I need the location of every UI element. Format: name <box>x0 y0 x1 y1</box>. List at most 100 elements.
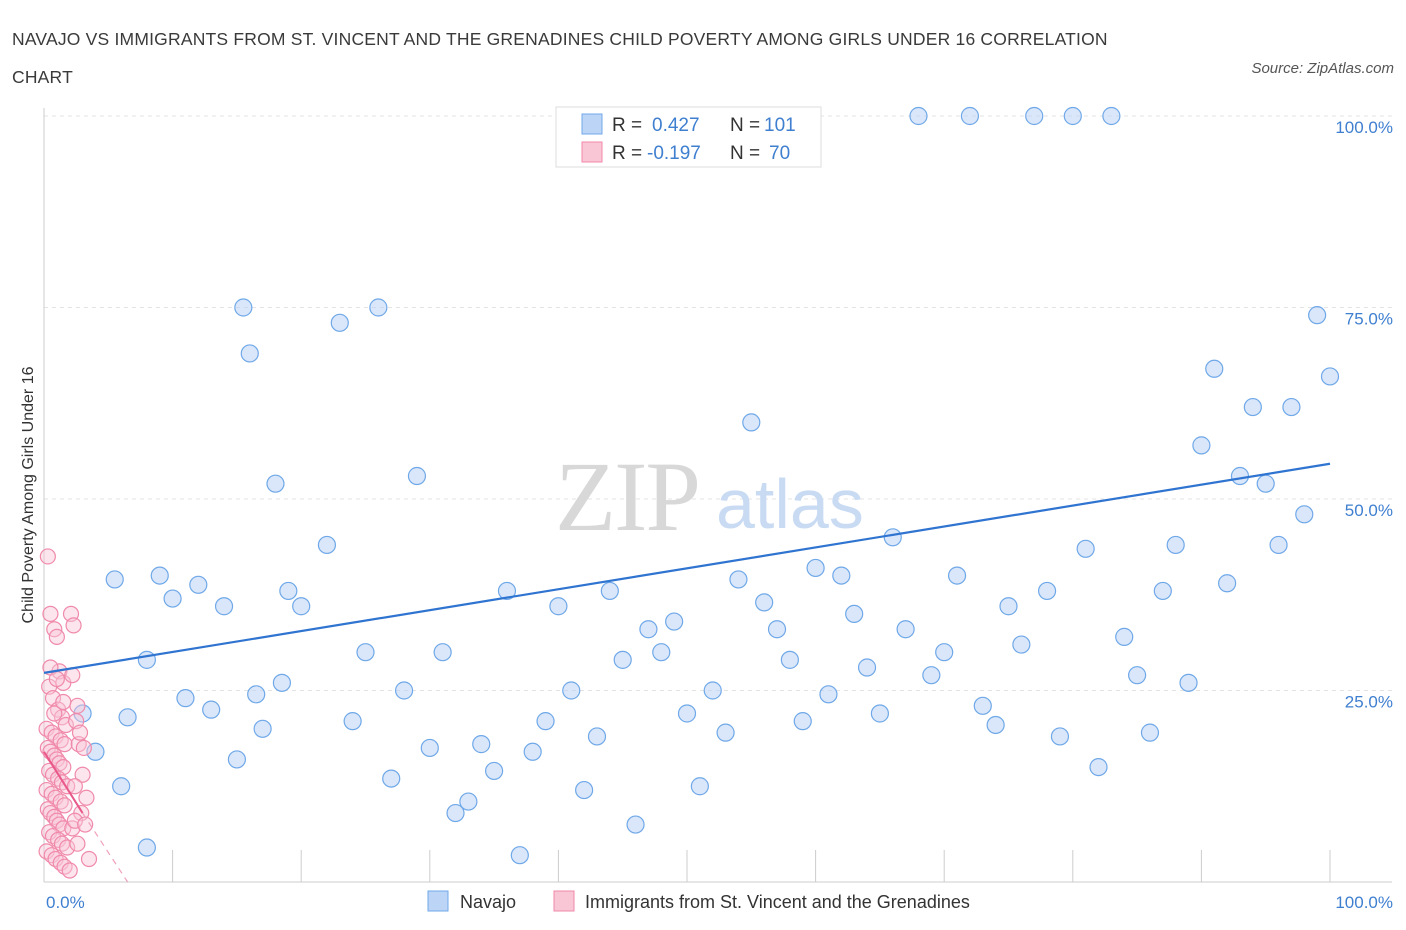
y-tick-label-3: 100.0% <box>1335 118 1393 137</box>
point-s0-65 <box>1012 635 1031 654</box>
point-s1-63 <box>80 850 98 868</box>
point-s0-96 <box>202 700 221 719</box>
point-s0-41 <box>703 681 722 700</box>
legend-r-label-0: R = <box>612 115 642 136</box>
point-s0-52 <box>845 604 864 624</box>
point-s1-48 <box>61 862 78 879</box>
point-s0-47 <box>780 650 799 669</box>
stats-legend: R = 0.427 N = 101 R = -0.197 N = 70 <box>555 106 822 168</box>
bottom-legend-swatch-svg <box>553 890 575 912</box>
x-tick-label-1: 100.0% <box>1335 893 1393 912</box>
y-tick-label-2: 75.0% <box>1345 310 1393 329</box>
point-s0-68 <box>1050 727 1070 746</box>
point-s0-59 <box>935 643 954 662</box>
point-s0-80 <box>1205 359 1224 378</box>
point-s0-43 <box>729 570 748 589</box>
y-tick-label-1: 50.0% <box>1345 501 1393 520</box>
point-s0-92 <box>112 777 131 796</box>
point-s0-7 <box>240 344 259 363</box>
point-s0-72 <box>1102 106 1121 126</box>
point-s0-37 <box>652 643 671 662</box>
point-s0-89 <box>1320 367 1340 386</box>
point-s1-1 <box>42 605 59 623</box>
point-s0-57 <box>909 106 928 126</box>
point-s0-81 <box>1218 574 1237 593</box>
point-s0-60 <box>947 566 967 585</box>
watermark: ZIP atlas <box>555 441 864 552</box>
trend-line-navajo <box>43 462 1331 674</box>
point-s0-3 <box>163 589 182 608</box>
legend-swatch-navajo <box>581 113 603 135</box>
legend-n-label-0: N = <box>730 115 760 136</box>
chart-title: NAVAJO VS IMMIGRANTS FROM ST. VINCENT AN… <box>12 29 1108 87</box>
point-s0-13 <box>343 712 362 731</box>
bottom-legend-svg: Immigrants from St. Vincent and the Gren… <box>585 892 970 912</box>
point-s0-25 <box>497 581 517 601</box>
point-s1-10 <box>57 716 74 734</box>
point-s1-65 <box>48 670 65 688</box>
y-tick-label-0: 25.0% <box>1345 693 1393 712</box>
point-s0-12 <box>330 313 349 332</box>
trend-lines <box>43 462 1331 883</box>
point-s0-67 <box>1037 581 1057 601</box>
point-s0-71 <box>1089 757 1108 777</box>
point-s0-46 <box>767 620 787 639</box>
point-s0-21 <box>446 803 465 823</box>
point-s0-97 <box>227 750 246 769</box>
point-s0-51 <box>832 566 851 585</box>
point-s1-56 <box>71 724 89 741</box>
point-s0-11 <box>317 535 337 555</box>
bottom-legend-navajo: Navajo <box>460 892 516 912</box>
legend-n-value-0: 101 <box>764 115 796 136</box>
series-svg-points <box>38 548 98 879</box>
point-s0-8 <box>266 474 285 493</box>
point-s0-83 <box>1243 397 1262 417</box>
point-s1-68 <box>66 812 83 829</box>
point-s0-50 <box>819 685 838 704</box>
point-s0-73 <box>1115 627 1134 646</box>
point-s1-55 <box>69 697 86 714</box>
legend-r-label-1: R = <box>612 143 642 164</box>
point-s0-27 <box>523 742 542 761</box>
point-s0-15 <box>369 298 388 317</box>
point-s0-14 <box>356 643 375 662</box>
point-s0-22 <box>459 792 478 811</box>
point-s0-1 <box>118 708 137 727</box>
point-s0-49 <box>806 558 825 578</box>
point-s0-6 <box>234 298 253 317</box>
x-tick-labels: 0.0% 100.0% <box>46 893 1393 912</box>
point-s0-82 <box>1230 466 1250 486</box>
point-s1-0 <box>39 548 56 565</box>
point-s0-38 <box>665 612 684 631</box>
point-s0-31 <box>575 780 594 800</box>
point-s0-79 <box>1192 436 1211 455</box>
point-s0-62 <box>973 696 992 715</box>
point-s0-69 <box>1063 106 1082 126</box>
point-s0-28 <box>536 712 555 731</box>
point-s0-20 <box>433 643 452 662</box>
point-s0-35 <box>626 815 645 834</box>
legend-n-label-1: N = <box>730 143 760 164</box>
point-s0-88 <box>1308 306 1327 325</box>
point-s0-26 <box>510 846 529 865</box>
point-s0-76 <box>1153 581 1172 601</box>
source-label: Source: ZipAtlas.com <box>1251 60 1394 77</box>
point-s0-93 <box>137 838 156 857</box>
point-s0-94 <box>150 566 169 585</box>
point-s0-9 <box>279 581 298 601</box>
point-s0-40 <box>690 777 709 796</box>
point-s0-33 <box>600 581 619 601</box>
point-s1-60 <box>78 789 95 806</box>
point-s0-36 <box>639 620 658 639</box>
point-s0-17 <box>394 681 414 700</box>
point-s0-66 <box>1025 106 1044 126</box>
point-s0-18 <box>407 466 427 486</box>
point-s1-57 <box>75 739 92 757</box>
watermark-zip: ZIP <box>555 441 699 552</box>
point-s0-16 <box>382 769 401 788</box>
series-navajo-points <box>73 106 1340 865</box>
point-s0-19 <box>420 738 439 758</box>
point-s0-70 <box>1076 539 1095 558</box>
grid-lines <box>44 115 1392 691</box>
point-s1-54 <box>65 617 82 634</box>
